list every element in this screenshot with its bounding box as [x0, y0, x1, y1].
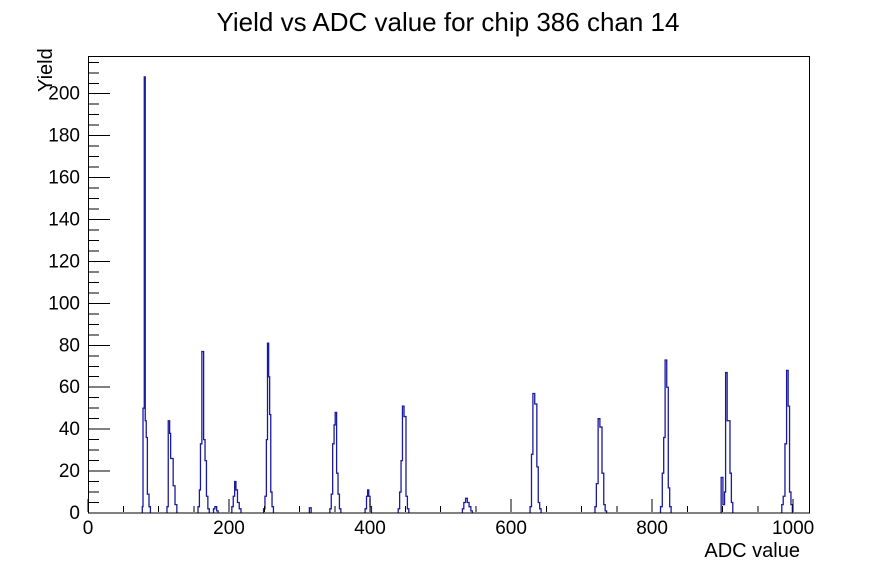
y-axis-title: Yield: [35, 48, 57, 92]
histogram-peak-cluster: [529, 392, 542, 513]
histogram-peak-cluster: [197, 350, 210, 513]
tick-label: 80: [59, 335, 80, 356]
histogram-peak-cluster: [461, 497, 473, 513]
histogram-peak-cluster: [397, 405, 410, 513]
x-axis-ticks: [87, 499, 794, 512]
x-axis-tick-labels: 0 200 400 600 800 1000: [83, 518, 815, 539]
tick-label: 0: [83, 518, 94, 539]
tick-label: 60: [59, 377, 80, 398]
tick-label: 140: [48, 210, 80, 231]
tick-label: 200: [213, 518, 245, 539]
histogram-peak-cluster: [594, 418, 608, 513]
histogram-peak-cluster: [166, 420, 178, 513]
tick-label: 1000: [772, 518, 814, 539]
histogram-peak-cluster: [308, 507, 312, 513]
tick-label: 160: [48, 168, 80, 189]
histogram-peak-cluster: [141, 76, 152, 513]
tick-label: 120: [48, 251, 80, 272]
chart-title: Yield vs ADC value for chip 386 chan 14: [217, 7, 680, 37]
histogram-peak-cluster: [329, 411, 342, 513]
y-axis-ticks: [89, 61, 110, 514]
tick-label: 800: [636, 518, 668, 539]
tick-label: 100: [48, 293, 80, 314]
tick-label: 40: [59, 419, 80, 440]
tick-label: 180: [48, 126, 80, 147]
x-axis-title: ADC value: [704, 540, 800, 562]
histogram-peak-cluster: [212, 506, 219, 513]
tick-label: 20: [59, 461, 80, 482]
tick-label: 0: [69, 503, 80, 524]
tick-label: 600: [495, 518, 527, 539]
histogram-peak-cluster: [720, 371, 734, 513]
tick-label: 400: [354, 518, 386, 539]
histogram-series: [141, 76, 794, 513]
histogram-peak-cluster: [781, 369, 794, 513]
y-axis-tick-labels: 0 20 40 60 80 100 120 140 160 180 200: [48, 84, 80, 524]
histogram-peak-cluster: [262, 342, 275, 513]
histogram-peak-cluster: [659, 359, 672, 513]
tick-label: 200: [48, 84, 80, 105]
histogram-peak-cluster: [231, 480, 242, 513]
plot-frame: [88, 56, 810, 514]
